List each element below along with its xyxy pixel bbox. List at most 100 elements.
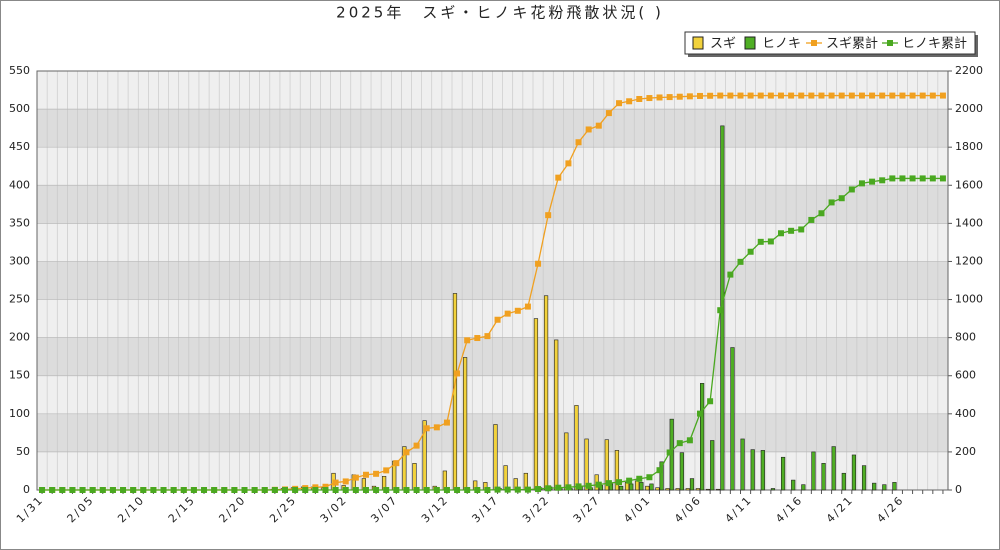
line-marker	[808, 92, 815, 99]
bar	[564, 432, 569, 491]
y2-tick-label: 1800	[955, 140, 983, 153]
legend-label: ヒノキ累計	[902, 36, 967, 52]
line-marker	[39, 487, 46, 493]
legend: スギ ヒノキ スギ累計 ヒノキ累計	[684, 31, 978, 57]
y2-tick-label: 1600	[955, 178, 983, 191]
line-marker	[828, 92, 835, 99]
line-marker	[767, 238, 774, 245]
line-marker	[373, 487, 380, 493]
line-marker	[889, 92, 896, 99]
y-tick-label: 50	[16, 445, 30, 458]
bar	[655, 487, 660, 491]
bar	[645, 485, 650, 491]
bar	[760, 450, 765, 491]
line-marker	[494, 316, 501, 323]
bar	[705, 488, 711, 491]
line-marker	[190, 487, 197, 493]
line-marker	[848, 92, 855, 99]
line-marker	[676, 93, 683, 100]
line-marker	[524, 486, 531, 493]
line-marker	[443, 419, 450, 426]
y2-tick-label: 0	[955, 483, 962, 496]
y2-tick-label: 200	[955, 445, 976, 458]
line-marker	[433, 487, 440, 493]
y2-tick-label: 1000	[955, 293, 983, 306]
y-tick-label: 500	[9, 102, 30, 115]
line-marker	[413, 442, 420, 449]
line-marker	[646, 95, 653, 102]
legend-box	[684, 31, 976, 55]
line-marker	[302, 487, 309, 493]
line-marker	[433, 424, 440, 431]
line-marker	[858, 180, 865, 187]
line-marker	[49, 487, 56, 493]
bar	[710, 440, 715, 491]
y-tick-label: 150	[9, 369, 30, 382]
line-marker	[808, 216, 815, 223]
line-marker	[909, 92, 916, 99]
line-marker	[757, 92, 764, 99]
line-marker	[383, 487, 390, 493]
line-marker	[737, 258, 744, 265]
line-marker	[727, 271, 734, 278]
line-marker	[474, 487, 481, 493]
y2-tick-label: 2200	[955, 64, 983, 77]
line-marker	[251, 487, 258, 493]
bar	[635, 480, 640, 491]
line-marker	[271, 487, 278, 493]
line-marker	[180, 487, 187, 493]
line-marker	[646, 474, 653, 481]
line-marker	[362, 471, 369, 478]
bar	[689, 478, 695, 491]
line-marker	[423, 487, 430, 493]
line-marker	[241, 487, 248, 493]
line-marker	[59, 487, 66, 493]
legend-marker	[811, 40, 817, 46]
bar	[543, 295, 549, 491]
line-marker	[494, 486, 501, 493]
line-marker	[535, 486, 542, 493]
line-marker	[727, 92, 734, 99]
line-marker	[99, 487, 106, 493]
line-marker	[626, 98, 633, 105]
line-marker	[332, 479, 339, 486]
bar	[695, 488, 701, 491]
bar	[716, 488, 721, 491]
bar	[892, 482, 897, 491]
line-marker	[636, 475, 643, 482]
line-marker	[130, 487, 137, 493]
bar	[851, 454, 857, 491]
chart-title: 2025年 スギ・ヒノキ花粉飛散状況( )	[336, 4, 664, 22]
line-marker	[403, 487, 410, 493]
line-marker	[656, 94, 663, 101]
bar	[533, 318, 539, 491]
y-tick-label: 100	[9, 407, 30, 420]
line-marker	[697, 410, 704, 417]
line-marker	[474, 335, 481, 342]
line-marker	[524, 303, 531, 310]
line-marker	[514, 307, 521, 314]
line-marker	[393, 460, 400, 467]
line-marker	[858, 92, 865, 99]
line-marker	[140, 487, 147, 493]
line-marker	[575, 483, 582, 490]
legend-swatch	[692, 36, 704, 50]
line-marker	[939, 92, 946, 99]
bar	[801, 484, 806, 491]
line-marker	[686, 437, 693, 444]
bar	[770, 488, 776, 491]
bar	[675, 488, 680, 491]
line-marker	[322, 483, 329, 490]
bar	[604, 439, 609, 491]
line-marker	[737, 92, 744, 99]
line-marker	[879, 92, 886, 99]
y2-tick-label: 1400	[955, 216, 983, 229]
bar	[700, 383, 705, 491]
line-marker	[686, 93, 693, 100]
line-marker	[605, 480, 612, 487]
y-tick-label: 550	[9, 64, 30, 77]
line-marker	[464, 337, 471, 344]
bar	[791, 479, 796, 491]
line-marker	[403, 449, 410, 456]
line-marker	[150, 487, 157, 493]
